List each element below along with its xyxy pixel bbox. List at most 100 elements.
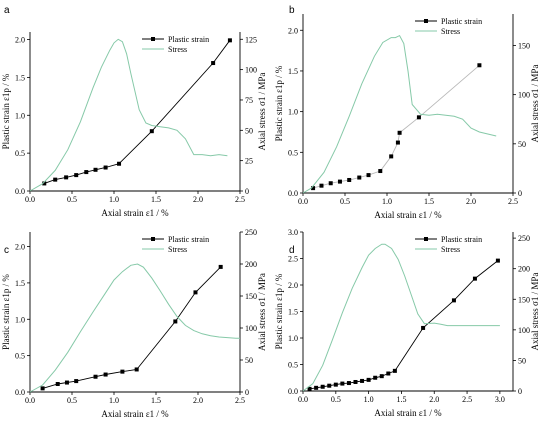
y-right-tick-label: 200 [245,260,257,269]
legend-stress-label: Stress [168,245,187,254]
plastic-strain-point [379,374,384,379]
x-tick-label: 1.0 [109,195,119,204]
stress-series-line [29,263,240,393]
plastic-strain-point [120,369,125,374]
y-right-tick-label: 100 [245,324,257,333]
x-tick-label: 2.0 [429,395,439,404]
x-tick-label: 0.5 [67,396,77,405]
y-right-tick-label: 100 [518,91,530,100]
plastic-strain-point [103,372,108,377]
plastic-strain-point [328,181,333,186]
plastic-strain-point [373,375,378,380]
plastic-strain-point [347,177,352,182]
plastic-strain-series-line [42,266,222,389]
plastic-strain-point [218,264,223,269]
x-axis-title: Axial strain ε1 / % [374,408,442,418]
plastic-strain-point [55,382,60,386]
x-tick-label: 0.0 [25,195,35,204]
x-tick-label: 0.0 [25,396,35,405]
x-axis-title: Axial strain ε1 / % [374,210,442,220]
plastic-strain-point [360,378,365,383]
y-left-tick-label: 2.0 [15,36,25,45]
stress-series-line [29,38,228,192]
plastic-strain-point [392,368,397,373]
plastic-strain-point [337,179,342,184]
y-left-tick-label: 1.5 [15,73,25,82]
plastic-strain-point [346,381,351,386]
y-left-tick-label: 0.0 [288,189,298,198]
y-right-tick-label: 25 [245,157,253,166]
y-right-axis-title: Axial stress σ1 / MPa [530,65,540,143]
plastic-strain-point [416,115,421,120]
plastic-strain-point [93,167,98,172]
y-left-tick-label: 0.5 [288,148,298,157]
axis-frame [302,232,514,392]
x-tick-label: 1.0 [364,395,374,404]
axis-frame [29,232,241,393]
plastic-strain-point [42,181,47,186]
y-right-axis-title: Axial stress σ1 / MPa [257,273,267,351]
y-left-tick-label: 0.5 [288,361,298,370]
x-tick-label: 1.5 [151,195,161,204]
legend-plastic-label: Plastic strain [441,235,482,244]
legend-plastic-label: Plastic strain [441,17,482,26]
plastic-strain-point [319,183,324,188]
plastic-strain-point [451,298,456,303]
plastic-strain-point [74,173,79,178]
plastic-strain-point [227,38,232,43]
x-tick-label: 1.5 [424,197,434,206]
x-tick-label: 0.5 [67,195,77,204]
plastic-strain-point [386,371,391,376]
x-tick-label: 2.0 [466,197,476,206]
y-left-tick-label: 2.5 [288,255,298,264]
y-left-axis-title: Plastic strain ε1p / % [1,274,11,350]
plastic-strain-point [53,177,58,182]
plastic-strain-point [477,63,482,68]
panel-d: d 0.0 0.5 1.0 1.5 2.0 2.5 3.0 0.0 0.5 1.0 1.5 2.0 2.5… [274,228,540,418]
legend-stress-label: Stress [441,245,460,254]
x-axis-title: Axial strain ε1 / % [101,208,169,218]
x-axis-title: Axial strain ε1 / % [101,409,169,419]
plastic-strain-point [378,169,383,174]
plastic-strain-point [134,367,139,372]
x-tick-label: 0.0 [298,197,308,206]
legend-plastic-label: Plastic strain [168,35,209,44]
plastic-strain-point [340,381,345,386]
plastic-strain-series-line [44,40,231,184]
plastic-strain-point [311,186,316,191]
y-left-tick-label: 1.5 [288,67,298,76]
plastic-strain-point [357,175,362,180]
x-tick-label: 3.0 [495,395,505,404]
plastic-strain-point [93,374,98,379]
x-tick-label: 2.5 [462,395,472,404]
legend-stress-label: Stress [441,27,460,36]
plastic-strain-point [389,154,394,159]
x-tick-label: 1.0 [382,197,392,206]
plastic-strain-point [353,379,358,384]
y-right-tick-label: 50 [518,140,526,149]
plastic-strain-point [64,380,69,385]
plastic-strain-series-line [312,64,480,189]
y-left-tick-label: 1.0 [288,108,298,117]
axis-frame [29,32,241,192]
y-right-axis-title: Axial stress σ1 / MPa [530,273,540,351]
plastic-strain-point [397,130,402,135]
y-right-tick-label: 0 [518,387,522,396]
plastic-strain-point [366,377,371,382]
legend-plastic-label: Plastic strain [168,235,209,244]
panel-letter: b [289,5,295,16]
y-right-tick-label: 150 [518,41,530,50]
x-tick-label: 1.5 [151,396,161,405]
x-tick-label: 0.5 [331,395,341,404]
y-left-tick-label: 3.0 [288,228,298,237]
x-tick-label: 0.5 [340,197,350,206]
stress-series-line [302,34,497,194]
axis-frame [302,14,514,194]
y-right-tick-label: 150 [518,295,530,304]
plastic-strain-point [117,161,122,166]
